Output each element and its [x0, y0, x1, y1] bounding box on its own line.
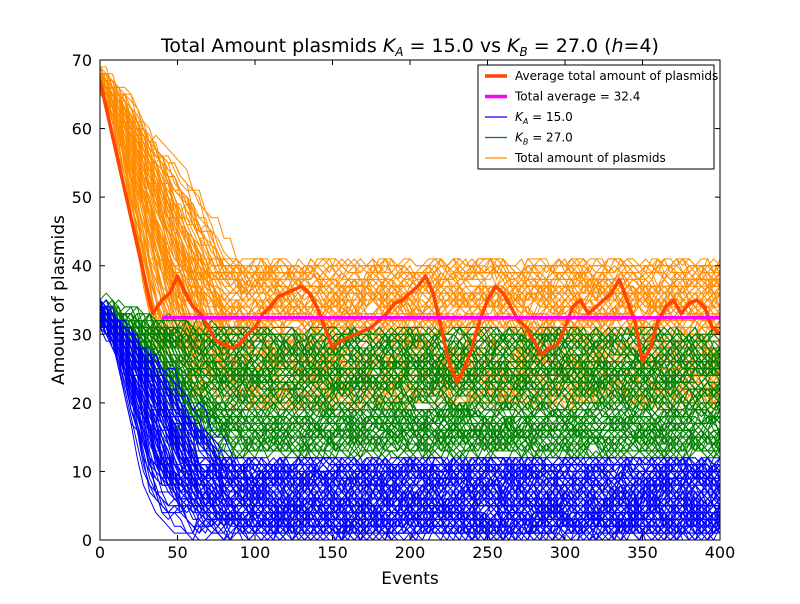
series-average-line	[100, 80, 720, 385]
y-tick-label: 40	[72, 257, 92, 276]
trace-kb	[100, 320, 720, 398]
y-axis-label: Amount of plasmids	[49, 215, 69, 385]
trace-ka	[100, 312, 720, 514]
chart-title: Total Amount plasmids KA = 15.0 vs KB = …	[160, 35, 659, 59]
trace-ka	[100, 320, 720, 534]
legend-label: KB = 27.0	[515, 131, 573, 147]
x-tick-label: 150	[317, 543, 348, 562]
trace-total	[100, 73, 720, 322]
trace-kb	[100, 326, 720, 390]
trace-kb	[100, 299, 720, 377]
series-layer	[100, 80, 720, 385]
trace-kb	[100, 313, 720, 397]
trace-ka	[100, 327, 720, 528]
y-tick-label: 20	[72, 394, 92, 413]
y-tick-label: 30	[72, 325, 92, 344]
trace-ka	[100, 313, 720, 486]
trace-kb	[100, 313, 720, 390]
trace-ka	[100, 320, 720, 493]
x-tick-label: 300	[550, 543, 581, 562]
x-tick-label: 100	[240, 543, 271, 562]
y-tick-label: 60	[72, 120, 92, 139]
trace-total	[100, 80, 720, 342]
legend-label: Average total amount of plasmids	[515, 69, 718, 83]
y-tick-label: 50	[72, 188, 92, 207]
legend-box	[477, 64, 715, 170]
legend-item-kb: KB = 27.0	[485, 131, 573, 147]
trace-kb	[100, 313, 720, 390]
trace-kb	[100, 306, 720, 438]
trace-ka	[100, 313, 720, 514]
y-tick-label: 10	[72, 462, 92, 481]
trace-kb	[100, 299, 720, 384]
trace-ka	[100, 320, 720, 534]
trace-ka	[100, 306, 720, 507]
trace-kb	[100, 306, 720, 445]
trace-total	[100, 87, 720, 288]
ticks-layer: 0 50 100 150 200 250 300 350 400 0 10 20 30 40 50 60 70	[72, 51, 736, 562]
trace-kb	[100, 299, 720, 459]
trace-kb	[100, 313, 720, 363]
x-tick-label: 0	[95, 543, 105, 562]
trace-kb	[100, 306, 720, 370]
trace-kb	[100, 306, 720, 425]
x-tick-label: 350	[627, 543, 658, 562]
trace-ka	[100, 306, 720, 521]
ensemble-layer	[100, 66, 720, 540]
trace-ka	[100, 320, 720, 527]
trace-ka	[100, 313, 720, 493]
trace-kb	[100, 299, 720, 459]
trace-ka	[100, 306, 720, 521]
legend-item-total_average: Total average = 32.4	[485, 90, 640, 104]
trace-kb	[100, 313, 720, 411]
legend-item-ka: KA = 15.0	[485, 110, 573, 126]
trace-ka	[100, 320, 720, 480]
trace-ka	[100, 306, 720, 540]
y-tick-label: 70	[72, 51, 92, 70]
legend-item-total: Total amount of plasmids	[485, 151, 666, 165]
trace-ka	[100, 313, 720, 514]
trace-ka	[100, 320, 720, 540]
trace-ka	[100, 306, 720, 507]
legend-label: KA = 15.0	[515, 110, 573, 126]
x-tick-label: 250	[472, 543, 503, 562]
x-tick-label: 50	[167, 543, 187, 562]
trace-kb	[100, 306, 720, 425]
trace-kb	[100, 306, 720, 356]
x-axis-label: Events	[381, 569, 439, 589]
trace-total	[100, 73, 720, 288]
trace-kb	[100, 326, 720, 390]
legend: Average total amount of plasmids Total av…	[477, 64, 718, 170]
x-tick-label: 400	[705, 543, 736, 562]
trace-kb	[100, 313, 720, 411]
trace-total	[100, 80, 720, 288]
trace-ka	[100, 320, 720, 521]
ensemble-ka	[100, 299, 720, 540]
trace-kb	[100, 313, 720, 390]
legend-label: Total amount of plasmids	[514, 151, 666, 165]
y-tick-label: 0	[82, 531, 92, 550]
trace-total	[100, 66, 720, 315]
trace-ka	[100, 313, 720, 514]
legend-item-average: Average total amount of plasmids	[485, 69, 718, 83]
trace-ka	[100, 313, 720, 514]
trace-kb	[100, 312, 720, 459]
x-tick-label: 200	[395, 543, 426, 562]
legend-label: Total average = 32.4	[514, 90, 640, 104]
trace-ka	[100, 320, 720, 521]
trace-ka	[100, 306, 720, 521]
trace-ka	[100, 320, 720, 540]
